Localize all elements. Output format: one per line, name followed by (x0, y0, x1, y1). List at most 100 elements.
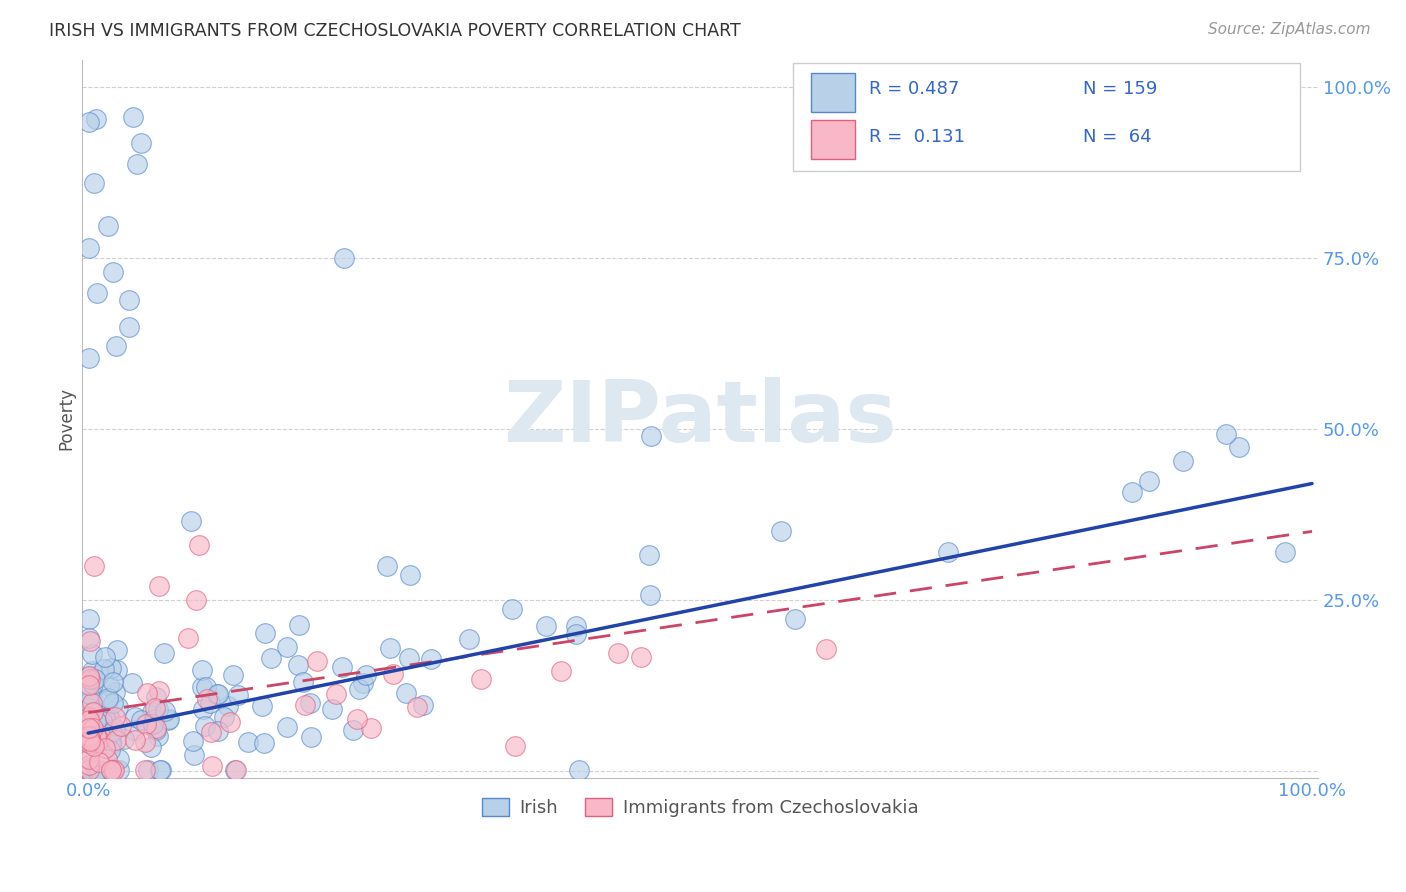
Point (84, 763, 107, 777)
Point (135, 717, 157, 731)
FancyBboxPatch shape (793, 63, 1299, 171)
Point (250, 698, 273, 713)
Point (97, 692, 120, 706)
Point (153, 704, 176, 718)
Point (79, 763, 101, 777)
Point (145, 690, 167, 704)
Point (148, 684, 170, 698)
Point (638, 549, 661, 563)
Point (122, 723, 145, 738)
Point (188, 538, 211, 552)
Point (101, 724, 124, 739)
Point (236, 735, 259, 749)
Text: R = 0.487: R = 0.487 (869, 80, 960, 98)
Point (83, 176, 105, 190)
Point (112, 731, 135, 746)
Point (87, 756, 110, 770)
Text: Source: ZipAtlas.com: Source: ZipAtlas.com (1208, 22, 1371, 37)
Point (97, 691, 120, 706)
Point (153, 646, 176, 660)
Point (79, 687, 101, 701)
Point (122, 110, 145, 124)
Point (79, 723, 101, 738)
Point (142, 716, 165, 731)
Point (89, 733, 111, 747)
Point (198, 696, 221, 710)
Point (325, 687, 347, 701)
Point (412, 698, 434, 712)
Point (79, 709, 101, 723)
Point (98, 712, 121, 726)
Point (346, 712, 368, 726)
Point (80, 732, 103, 747)
Point (79, 351, 101, 366)
Point (79, 731, 101, 745)
Point (79, 695, 101, 709)
Point (86, 286, 108, 301)
Point (276, 720, 298, 734)
Point (89, 763, 111, 777)
Point (299, 696, 322, 710)
Point (118, 293, 141, 308)
Point (225, 763, 247, 777)
Point (1215, 427, 1237, 442)
Point (406, 700, 429, 714)
Point (108, 763, 131, 777)
Point (640, 429, 662, 443)
Point (205, 687, 228, 701)
Point (136, 763, 159, 777)
Point (79, 758, 101, 772)
Point (91, 721, 114, 735)
Point (104, 709, 127, 723)
Point (100, 734, 122, 748)
Point (100, 737, 122, 751)
Point (107, 643, 129, 657)
Point (191, 663, 214, 677)
Point (80, 689, 103, 703)
Point (79, 734, 101, 748)
Point (96, 752, 118, 766)
Point (200, 759, 222, 773)
Point (769, 524, 792, 538)
Point (100, 719, 122, 733)
Point (180, 514, 202, 528)
Point (83, 735, 105, 749)
Point (378, 640, 401, 655)
Point (181, 734, 204, 748)
Text: N = 159: N = 159 (1083, 80, 1157, 98)
Point (503, 739, 526, 754)
Point (94, 711, 117, 725)
Point (89, 668, 111, 682)
Point (382, 666, 405, 681)
Point (79, 701, 101, 715)
Point (83, 732, 105, 747)
Point (638, 588, 661, 602)
Point (94, 741, 117, 756)
Point (395, 685, 418, 699)
Point (321, 702, 343, 716)
Point (97, 729, 120, 743)
Point (79, 729, 101, 743)
Point (80, 664, 103, 678)
Point (124, 710, 146, 724)
Point (936, 544, 959, 558)
Point (110, 719, 132, 733)
Point (97, 731, 120, 745)
Legend: Irish, Immigrants from Czechoslovakia: Irish, Immigrants from Czechoslovakia (472, 789, 928, 826)
Point (470, 673, 492, 687)
Point (82, 677, 104, 691)
Point (148, 579, 170, 593)
Point (79, 732, 101, 747)
Point (124, 732, 146, 747)
Point (91, 736, 114, 750)
Y-axis label: Poverty: Poverty (58, 387, 75, 450)
Point (146, 702, 169, 716)
Point (79, 672, 101, 686)
Point (375, 559, 398, 574)
Point (79, 752, 101, 766)
Point (136, 686, 159, 700)
Point (101, 674, 124, 689)
Point (254, 625, 277, 640)
Point (96, 732, 118, 747)
Point (86, 733, 108, 747)
